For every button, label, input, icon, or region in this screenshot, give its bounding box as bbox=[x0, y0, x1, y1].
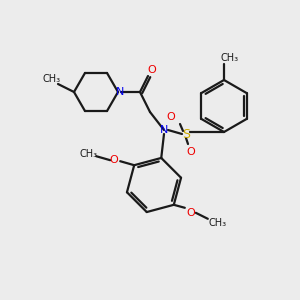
Text: CH₃: CH₃ bbox=[209, 218, 227, 228]
Text: N: N bbox=[116, 87, 124, 97]
Text: CH₃: CH₃ bbox=[79, 149, 97, 159]
Text: CH₃: CH₃ bbox=[43, 74, 61, 84]
Text: O: O bbox=[167, 112, 176, 122]
Text: O: O bbox=[187, 147, 195, 157]
Text: O: O bbox=[186, 208, 195, 218]
Text: S: S bbox=[182, 128, 190, 140]
Text: O: O bbox=[110, 155, 118, 165]
Text: N: N bbox=[160, 125, 168, 135]
Text: O: O bbox=[148, 65, 156, 75]
Text: CH₃: CH₃ bbox=[221, 53, 239, 63]
